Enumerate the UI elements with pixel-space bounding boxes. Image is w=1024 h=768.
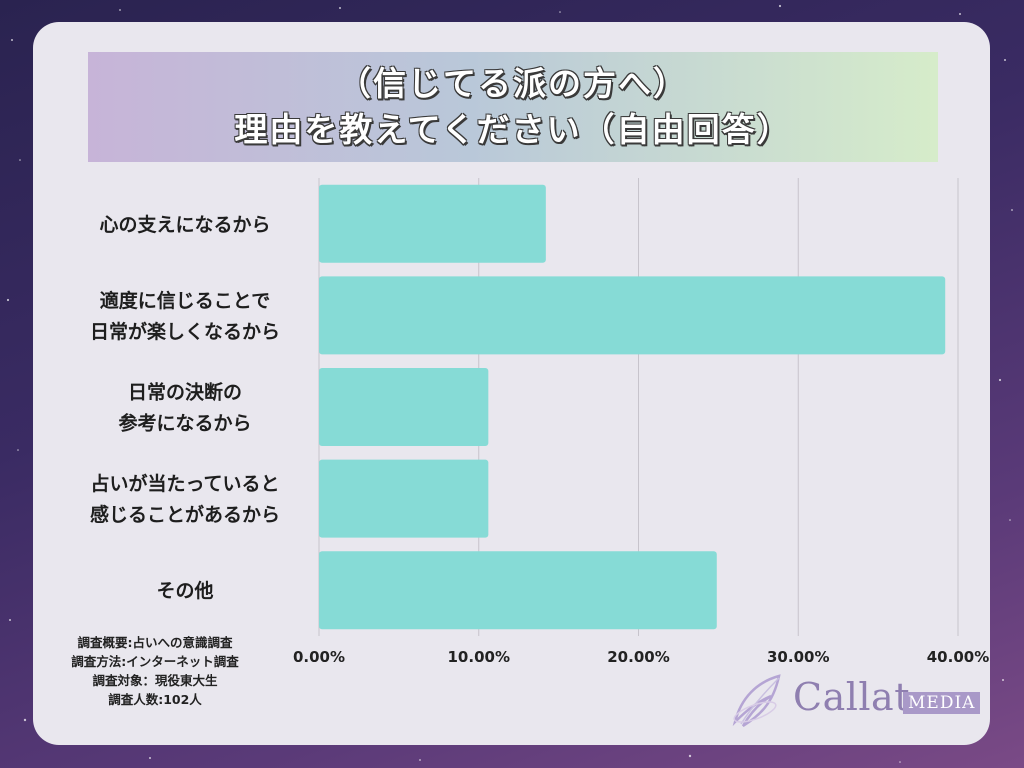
category-label: その他 <box>156 579 213 602</box>
category-label: 日常の決断の参考になるから <box>118 381 251 435</box>
survey-note-line: 調査概要:占いへの意識調査 <box>77 635 233 650</box>
category-label: 占いが当たっていると感じることがあるから <box>90 472 280 526</box>
x-tick-label: 30.00% <box>767 648 829 666</box>
callat-media-logo: Callat MEDIA <box>727 672 981 730</box>
chart-title-line1: （信じてる派の方へ） <box>338 64 688 103</box>
bar <box>319 459 489 538</box>
x-tick-label: 10.00% <box>448 648 510 666</box>
x-tick-label: 0.00% <box>293 648 345 666</box>
logo-suffix: MEDIA <box>903 692 981 714</box>
bar <box>319 368 489 446</box>
bar <box>319 276 946 355</box>
x-tick-label: 40.00% <box>927 648 989 666</box>
survey-note-line: 調査対象：現役東大生 <box>92 673 218 688</box>
title-banner: （信じてる派の方へ） 理由を教えてください（自由回答） <box>88 52 938 162</box>
survey-notes: 調査概要:占いへの意識調査 調査方法:インターネット調査 調査対象：現役東大生 … <box>50 633 260 709</box>
chart-card: （信じてる派の方へ） 理由を教えてください（自由回答） <box>33 22 990 745</box>
category-label: 心の支えになるから <box>99 214 270 236</box>
chart-title-line2: 理由を教えてください（自由回答） <box>234 110 792 149</box>
logo-name: Callat <box>793 675 910 719</box>
bar <box>319 551 717 630</box>
category-label: 適度に信じることで日常が楽しくなるから <box>90 289 280 343</box>
feather-icon <box>732 674 781 728</box>
bar <box>319 184 546 263</box>
x-tick-label: 20.00% <box>607 648 669 666</box>
survey-note-line: 調査方法:インターネット調査 <box>71 654 239 669</box>
survey-note-line: 調査人数:102人 <box>108 692 202 707</box>
